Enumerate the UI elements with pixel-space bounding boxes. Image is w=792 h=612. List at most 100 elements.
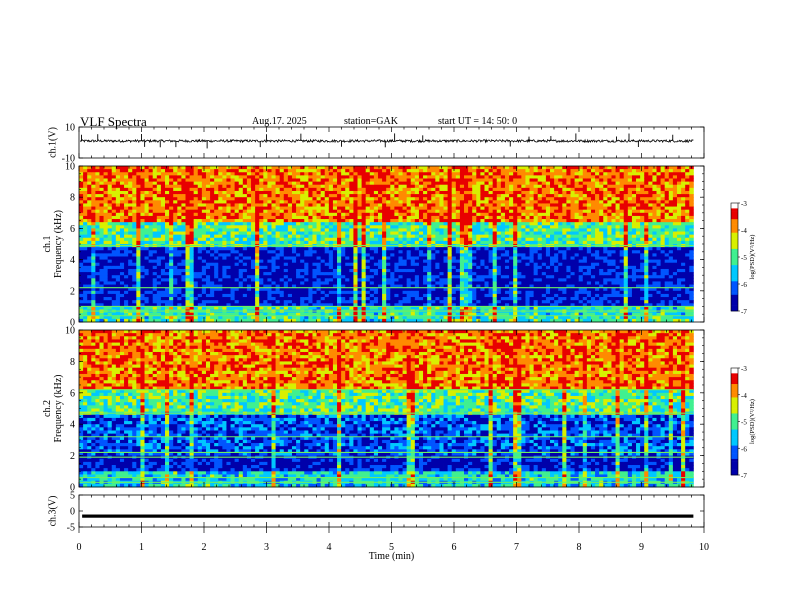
spectrogram-cell [255,293,260,298]
spectrogram-cell [373,228,379,232]
spectrogram-cell [324,203,330,207]
spectrogram-cell [95,190,100,195]
spectrogram-cell [115,212,121,217]
spectrogram-cell [201,297,207,301]
spectrogram-cell [275,209,281,214]
spectrogram-cell [267,234,272,239]
spectrogram-cell [238,268,244,273]
spectrogram-cell [451,187,457,192]
spectrogram-cell [439,312,444,317]
spectrogram-cell [320,281,326,285]
spectrogram-cell [136,194,141,198]
spectrogram-cell [128,262,133,267]
spectrogram-cell [464,203,469,207]
spectrogram-cell [464,194,469,198]
spectrogram-cell [435,181,440,186]
spectrogram-cell [443,172,449,176]
spectrogram-cell [144,262,150,267]
spectrogram-cell [115,197,121,201]
spectrogram-cell [472,253,477,257]
spectrogram-cell [222,303,227,307]
spectrogram-cell [423,190,428,195]
spectrogram-cell [87,234,92,239]
spectrogram-cell [451,262,457,267]
spectrogram-cell [83,284,88,289]
spectrogram-cell [369,194,375,198]
spectrogram-cell [287,262,293,267]
spectrogram-cell [111,181,117,186]
spectrogram-cell [455,315,461,320]
spectrogram-cell [296,272,301,276]
spectrogram-cell [324,228,330,232]
spectrogram-cell [279,206,285,211]
spectrogram-cell [226,190,231,195]
spectrogram-cell [173,178,178,182]
spectrogram-cell [332,228,338,232]
spectrogram-cell [177,315,182,320]
spectrogram-cell [316,262,322,267]
spectrogram-cell [124,265,129,270]
spectrogram-cell [214,175,219,179]
spectrogram-cell [349,303,354,307]
spectrogram-cell [337,293,342,298]
spectrogram-cell [414,265,420,270]
spectrogram-cell [124,297,129,301]
spectrogram-cell [193,237,199,242]
spectrogram-cell [132,262,137,267]
spectrogram-cell [300,281,305,285]
spectrogram-cell [443,200,449,204]
spectrogram-cell [283,303,289,307]
spectrogram-cell [255,209,260,214]
spectrogram-cell [439,190,444,195]
spectrogram-cell [185,268,190,273]
spectrogram-cell [476,175,481,179]
spectrogram-cell [472,268,477,273]
spectrogram-cell [205,187,211,192]
spectrogram-cell [312,219,317,223]
spectrogram-cell [386,169,391,173]
spectrogram-cell [255,315,260,320]
spectrogram-cell [242,250,248,254]
spectrogram-cell [210,184,215,189]
spectrogram-cell [242,240,248,245]
spectrogram-cell [222,212,227,217]
spectrogram-cell [185,209,190,214]
spectrogram-cell [185,166,190,170]
spectrogram-cell [378,268,383,273]
spectrogram-cell [304,300,309,304]
spectrogram-cell [218,190,223,195]
spectrogram-cell [95,284,100,289]
spectrogram-cell [173,287,178,292]
spectrogram-cell [435,197,440,201]
spectrogram-cell [312,187,317,192]
spectrogram-cell [472,203,477,207]
spectrogram-cell [271,190,276,195]
spectrogram-cell [296,178,301,182]
spectrogram-cell [115,184,121,189]
spectrogram-cell [320,222,326,226]
spectrogram-cell [173,166,178,170]
spectrogram-cell [455,203,461,207]
spectrogram-cell [136,172,141,176]
spectrogram-cell [447,318,453,323]
spectrogram-cell [308,203,313,207]
spectrogram-cell [291,178,297,182]
spectrogram-cell [136,231,141,236]
spectrogram-cell [361,318,367,323]
spectrogram-cell [300,259,305,264]
spectrogram-cell [246,178,252,182]
spectrogram-cell [455,306,461,310]
spectrogram-cell [468,172,473,176]
spectrogram-cell [414,197,420,201]
spectrogram-cell [291,306,297,310]
spectrogram-cell [361,240,367,245]
spectrogram-cell [246,200,252,204]
spectrogram-cell [111,256,117,260]
spectrogram-cell [238,178,244,182]
spectrogram-cell [136,175,141,179]
spectrogram-cell [267,284,272,289]
spectrogram-cell [455,209,461,214]
spectrogram-cell [464,197,469,201]
spectrogram-cell [91,190,96,195]
spectrogram-cell [365,250,371,254]
